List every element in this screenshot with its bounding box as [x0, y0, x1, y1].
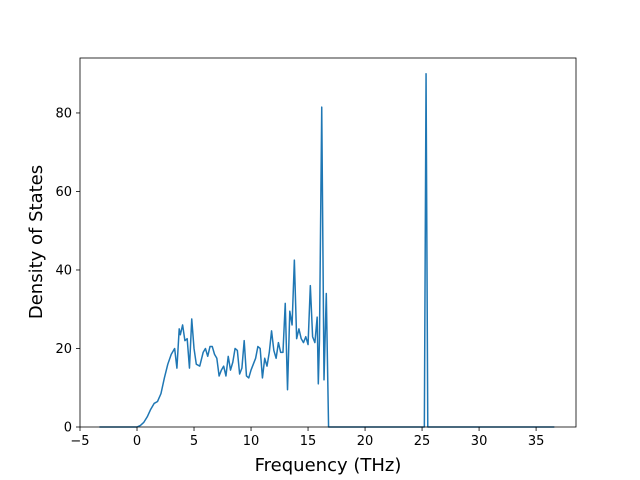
y-tick-label: 80 [55, 106, 72, 121]
x-tick-label: 10 [243, 434, 260, 449]
y-tick-label: 40 [55, 263, 72, 278]
x-tick-label: 5 [190, 434, 198, 449]
x-tick-label: 30 [471, 434, 488, 449]
x-tick-label: 0 [133, 434, 141, 449]
plot-frame [79, 57, 577, 428]
x-tick-label: 20 [357, 434, 374, 449]
x-tick-label: −5 [70, 434, 89, 449]
plot-area [99, 72, 555, 428]
x-tick-label: 25 [414, 434, 431, 449]
x-tick-label: 35 [528, 434, 545, 449]
y-axis-label: Density of States [26, 165, 47, 319]
y-tick-label: 60 [55, 185, 72, 200]
y-tick-label: 0 [64, 421, 72, 436]
y-tick-label: 20 [55, 342, 72, 357]
x-axis-label: Frequency (THz) [255, 455, 402, 476]
x-tick-label: 15 [300, 434, 317, 449]
series-line-0 [99, 72, 555, 428]
